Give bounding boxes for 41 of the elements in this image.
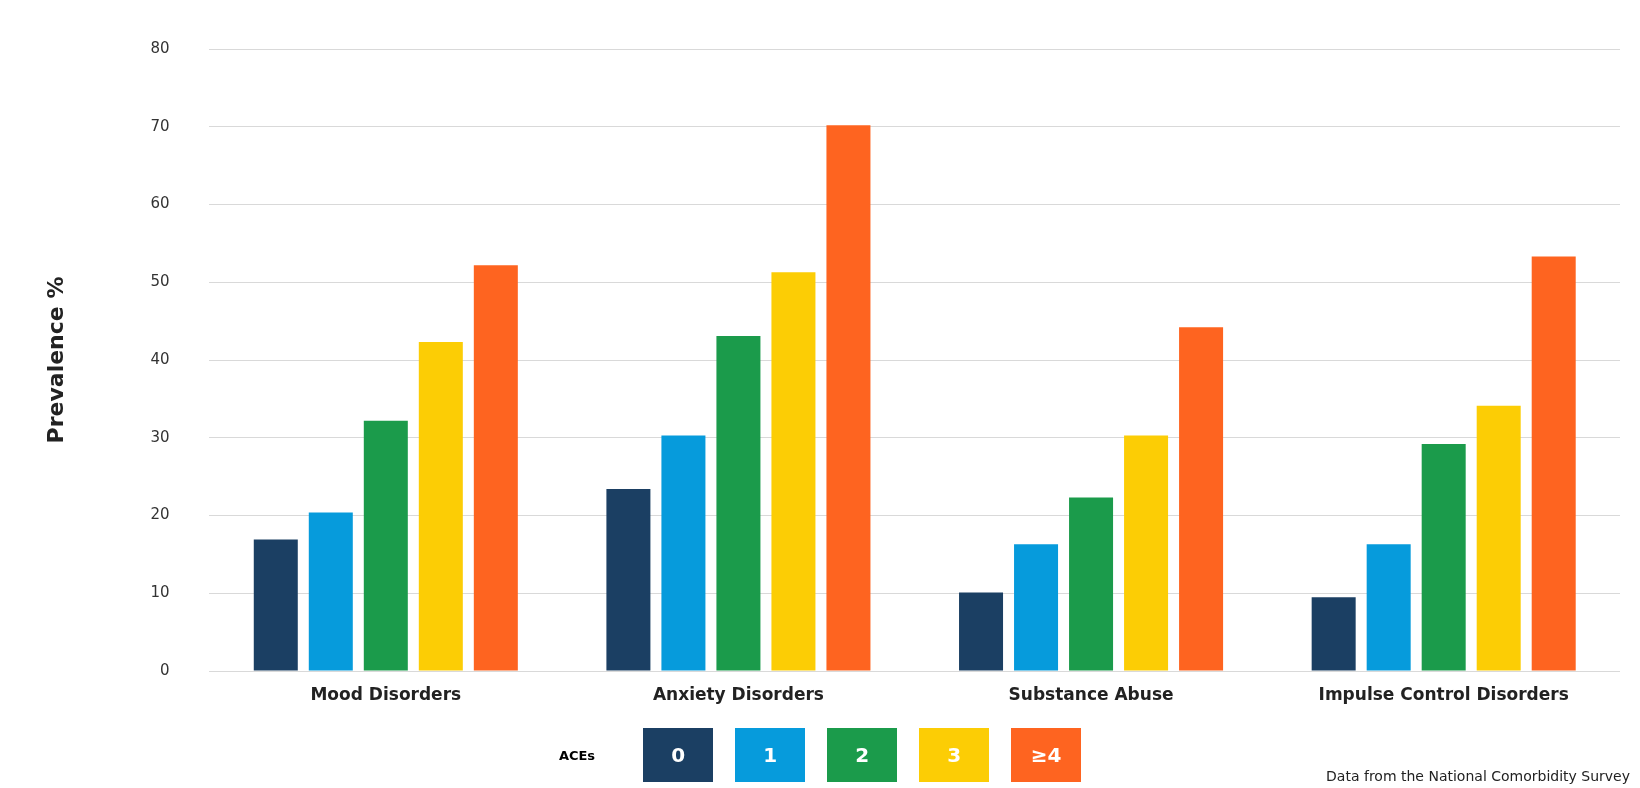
text: 1 (735, 728, 806, 782)
bar (1124, 435, 1169, 671)
bar (1069, 497, 1114, 671)
text: 3 (919, 728, 990, 782)
y-tick-label: 20 (150, 505, 170, 524)
y-axis-title: Prevalence % (42, 276, 68, 444)
bar (1421, 443, 1466, 671)
text: Data from the National Comorbidity Survey (1326, 768, 1630, 784)
y-tick-label: 50 (150, 272, 170, 291)
bar (1179, 327, 1224, 671)
text: 0 (643, 728, 714, 782)
bar (1311, 597, 1356, 671)
bar (363, 420, 408, 671)
y-tick-label: 60 (150, 194, 170, 213)
bar (1014, 544, 1059, 671)
legend-title: ACEs (558, 747, 596, 763)
bar (661, 435, 706, 671)
y-tick-label: 0 (159, 660, 170, 679)
bar (1531, 256, 1576, 671)
text: 2 (827, 728, 898, 782)
y-tick-label: 10 (150, 583, 170, 602)
x-tick-label: Anxiety Disorders (652, 683, 824, 704)
bar (771, 272, 816, 671)
bar (716, 335, 761, 671)
y-tick-label: 30 (150, 427, 170, 446)
bar (959, 592, 1004, 671)
y-tick-label: 40 (150, 349, 170, 368)
bar (1476, 405, 1521, 671)
bar (473, 265, 518, 671)
bar (308, 512, 353, 671)
y-tick-label: 80 (150, 38, 170, 57)
bar (606, 489, 651, 671)
bar (826, 125, 871, 671)
text: ≥4 (1011, 728, 1082, 782)
x-tick-label: Substance Abuse (1008, 683, 1174, 704)
bar (1366, 544, 1411, 671)
x-tick-label: Impulse Control Disorders (1318, 683, 1569, 704)
x-tick-label: Mood Disorders (310, 683, 462, 704)
y-tick-label: 70 (150, 116, 170, 135)
bar (418, 342, 463, 671)
bar (253, 539, 298, 671)
